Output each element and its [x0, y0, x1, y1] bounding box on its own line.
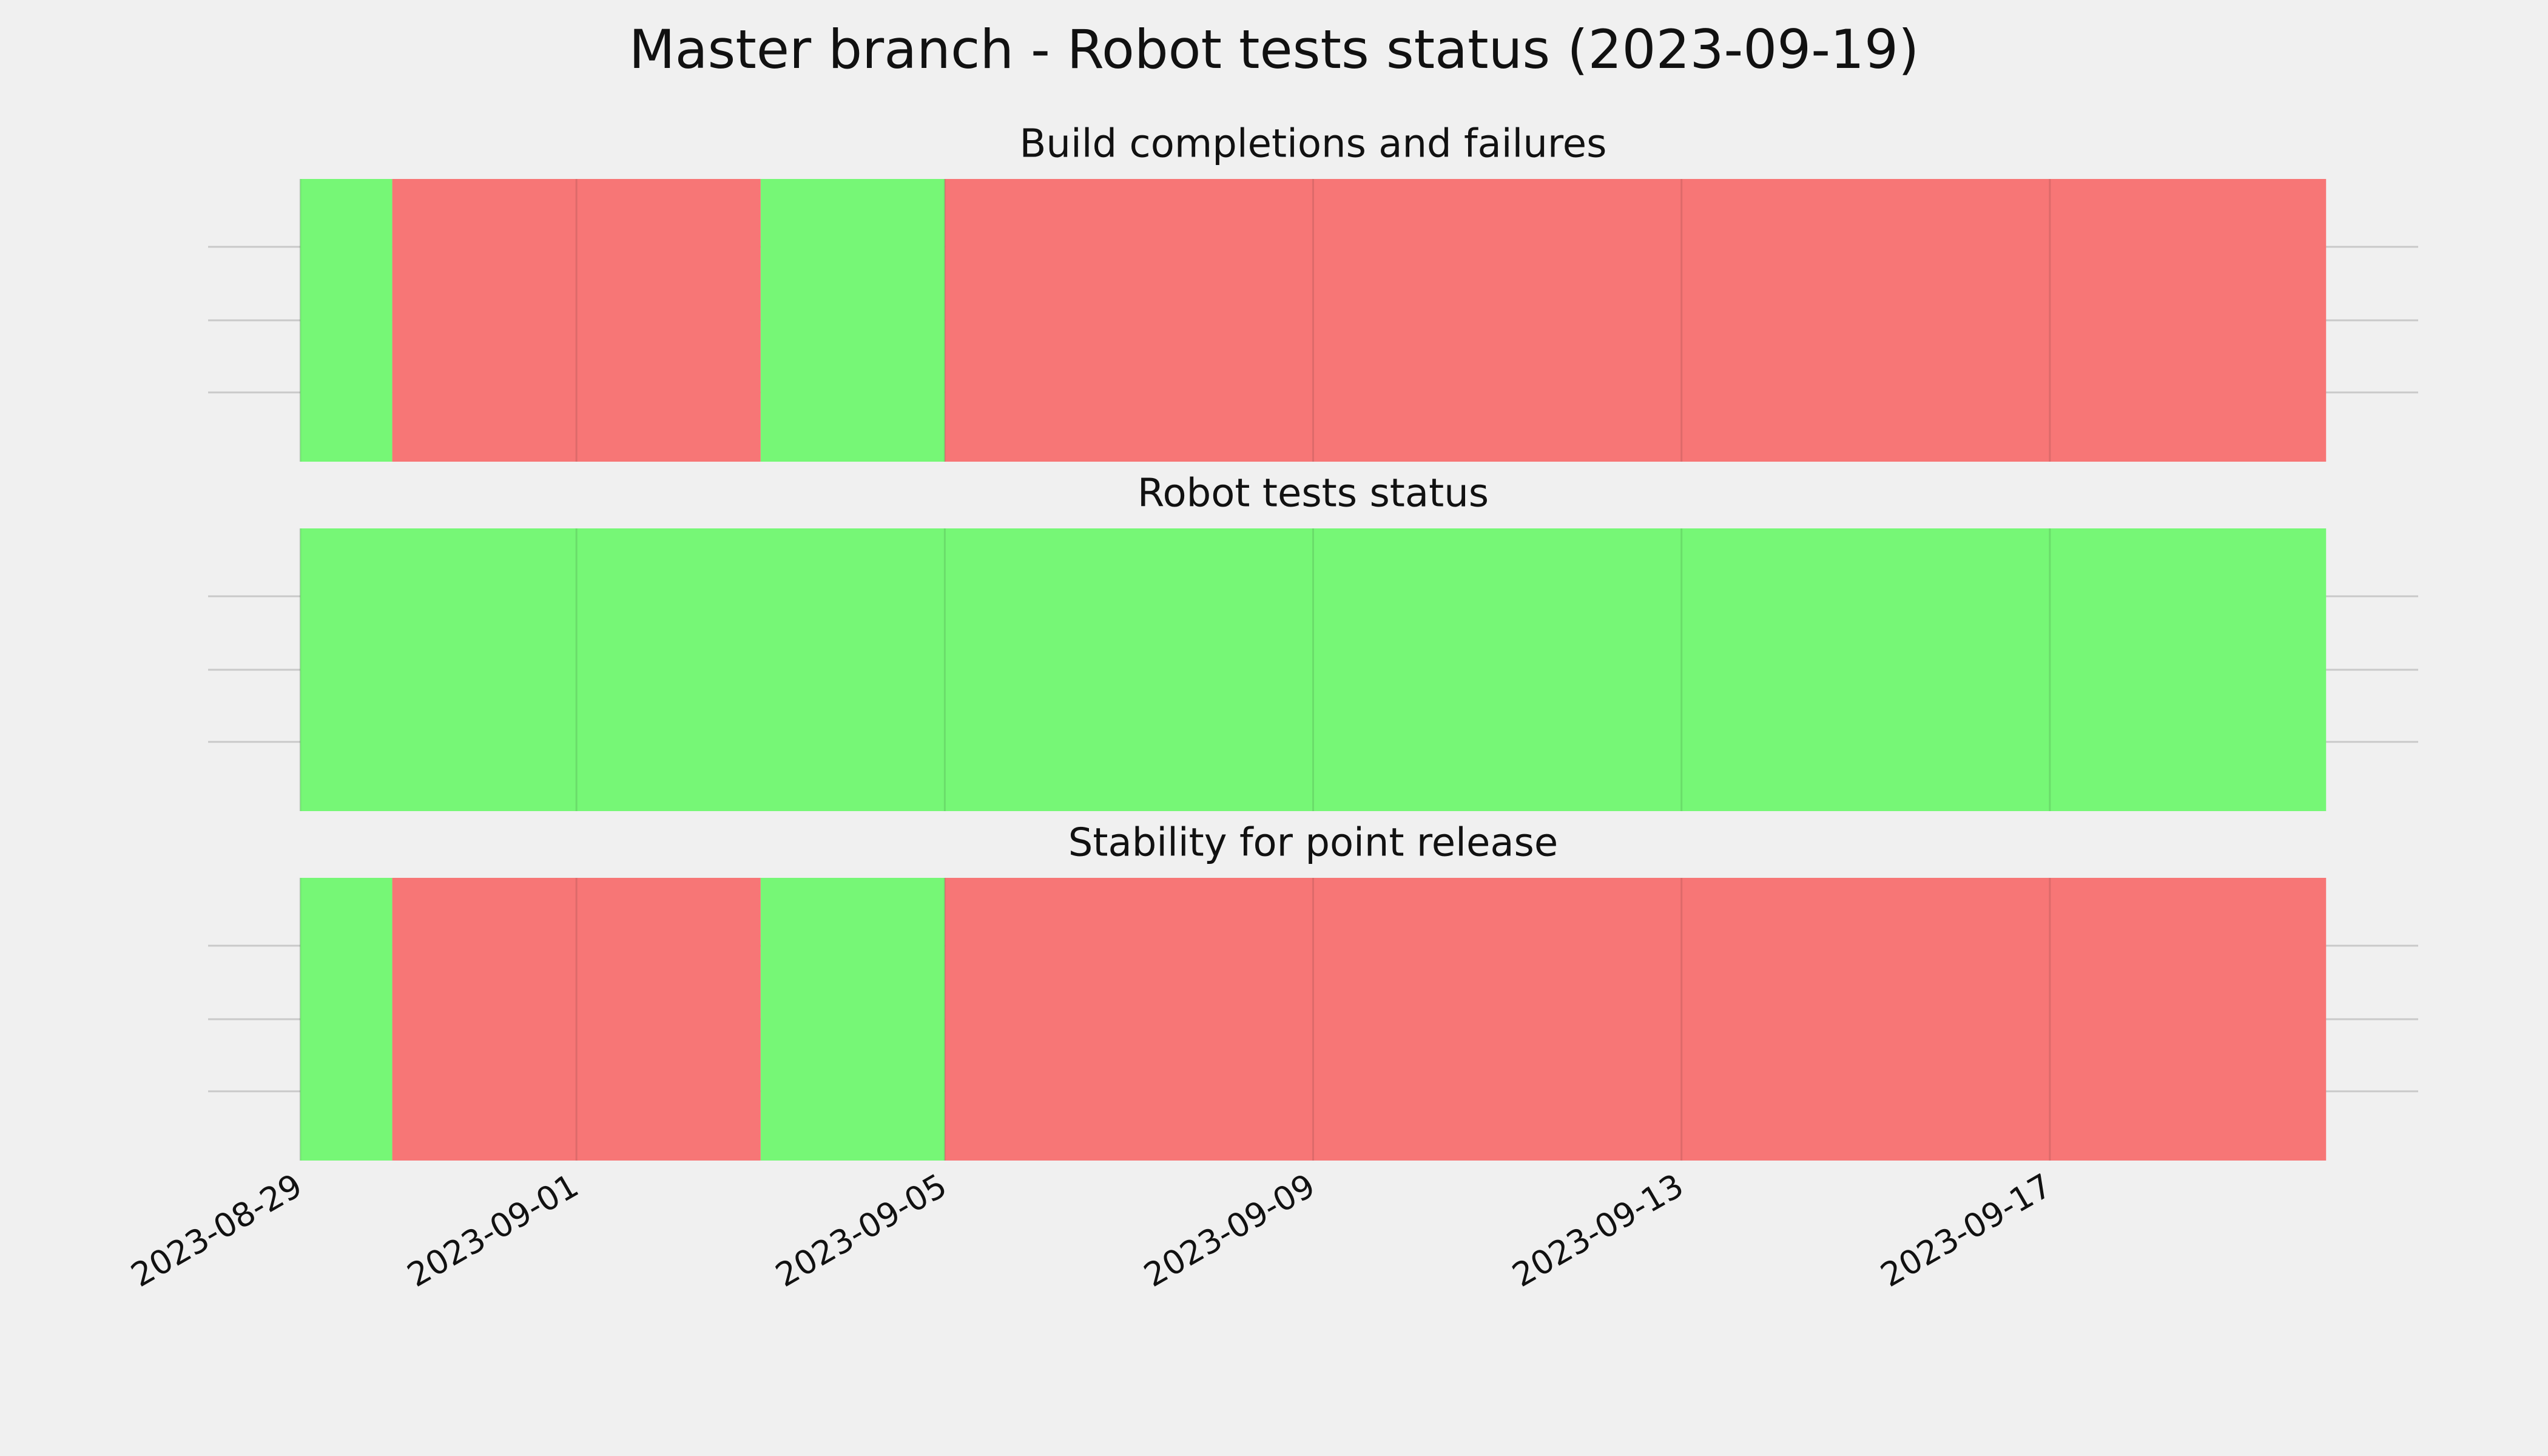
subplot-title: Robot tests status [1138, 471, 1489, 516]
status-span [300, 528, 2327, 811]
status-span [945, 878, 2327, 1161]
status-span [300, 878, 393, 1161]
status-span [392, 878, 761, 1161]
status-span [760, 179, 945, 462]
subplot-title: Build completions and failures [1020, 122, 1607, 167]
subplot-title: Stability for point release [1068, 821, 1559, 866]
status-span [392, 179, 761, 462]
status-span [945, 179, 2327, 462]
status-span [300, 179, 393, 462]
status-span [760, 878, 945, 1161]
figure-title: Master branch - Robot tests status (2023… [629, 18, 1919, 81]
